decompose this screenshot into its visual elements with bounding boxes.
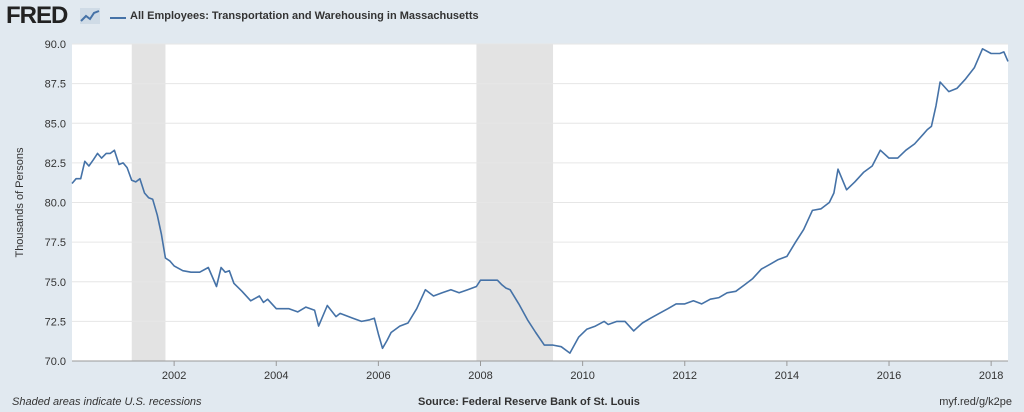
y-tick-label: 77.5 (45, 237, 66, 249)
x-tick-label: 2016 (877, 370, 901, 382)
y-tick-label: 82.5 (45, 158, 66, 170)
y-tick-label: 87.5 (45, 79, 66, 91)
fred-logo[interactable]: FRED (6, 2, 68, 29)
recession-note: Shaded areas indicate U.S. recessions (12, 396, 202, 408)
fred-chart-logo-icon (80, 8, 100, 24)
series-line[interactable] (71, 47, 1009, 354)
y-tick-label: 85.0 (45, 118, 66, 130)
header: FRED All Employees: Transportation and W… (0, 0, 1024, 34)
footer: Shaded areas indicate U.S. recessions So… (0, 396, 1024, 412)
short-url[interactable]: myf.red/g/k2pe (939, 396, 1012, 408)
y-tick-label: 70.0 (45, 356, 66, 368)
series-title[interactable]: All Employees: Transportation and Wareho… (130, 10, 479, 22)
x-tick-label: 2008 (468, 370, 492, 382)
x-tick-label: 2006 (366, 370, 390, 382)
y-axis-label: Thousands of Persons (14, 147, 26, 258)
x-tick-label: 2004 (264, 370, 288, 382)
x-tick-label: 2018 (979, 370, 1003, 382)
x-tick-label: 2012 (673, 370, 697, 382)
line-chart[interactable]: 70.0 72.5 75.0 77.5 80.0 82.5 85.0 87.5 90.0 2002… (0, 0, 1024, 396)
y-tick-label: 90.0 (45, 39, 66, 51)
y-tick-label: 80.0 (45, 198, 66, 210)
y-tick-label: 75.0 (45, 277, 66, 289)
x-tick-label: 2010 (570, 370, 594, 382)
y-tick-label: 72.5 (45, 316, 66, 328)
x-tick-label: 2002 (162, 370, 186, 382)
legend-series-swatch (110, 17, 126, 19)
source-credit: Source: Federal Reserve Bank of St. Loui… (418, 396, 640, 408)
x-tick-label: 2014 (775, 370, 799, 382)
